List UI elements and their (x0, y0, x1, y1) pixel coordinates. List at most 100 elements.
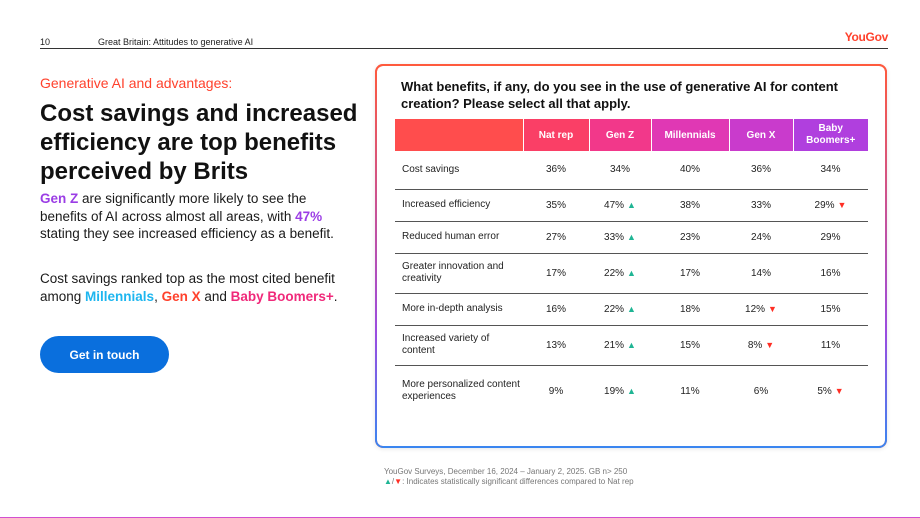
row-label: More in-depth analysis (395, 293, 523, 326)
table-cell: 21% ▲ (589, 325, 651, 366)
table-cell: 29% (793, 221, 868, 254)
table-cell: 35% (523, 189, 589, 222)
cell-value: 38% (679, 199, 700, 211)
table-row: Increased efficiency 35% 47% ▲ 38% 33% 29% ▼ (395, 189, 868, 222)
cell-value: 36% (750, 164, 771, 176)
table-row: Increased variety of content 13% 21% ▲ 15% 8%… (395, 325, 868, 366)
table-cell: 18% (651, 293, 729, 326)
column-header: Gen X (729, 119, 794, 151)
sig-up-icon: ▲ (627, 339, 636, 350)
cell-value: 15% (820, 303, 841, 315)
table-cell: 5% ▼ (793, 365, 868, 417)
cell-value: 47% (604, 199, 625, 211)
table-cell: 16% (793, 253, 868, 294)
paragraph-text: Cost savings ranked top as the most cite… (40, 271, 335, 304)
table-row: Cost savings 36% 34% 40% 36% 34% (395, 151, 868, 190)
page-title: Cost savings and increased efficiency ar… (40, 100, 358, 185)
legend-separator: / (391, 477, 395, 486)
table-cell: 17% (523, 253, 589, 294)
cell-value: 21% (604, 339, 625, 351)
table-cell: 34% (793, 151, 868, 190)
cell-value: 11% (820, 339, 841, 351)
table-cell: 47% ▲ (589, 189, 651, 222)
cell-value: 34% (609, 164, 630, 176)
paragraph-cost-savings: Cost savings ranked top as the most cite… (40, 270, 340, 305)
legend-text: : Indicates statistically significant di… (402, 477, 634, 486)
sig-down-icon: ▼ (394, 477, 403, 486)
column-header: Gen Z (589, 119, 652, 151)
table-cell: 19% ▲ (589, 365, 651, 417)
column-header: Nat rep (523, 119, 590, 151)
table-cell: 33% ▲ (589, 221, 651, 254)
cell-value: 40% (679, 164, 700, 176)
source-line: YouGov Surveys, December 16, 2024 – Janu… (384, 467, 628, 476)
table-header-row: Nat rep Gen Z Millennials Gen X Baby Boo… (395, 119, 868, 151)
cell-value: 23% (679, 231, 700, 243)
table-cell: 22% ▲ (589, 293, 651, 326)
page-header: 10 Great Britain: Attitudes to generativ… (40, 0, 888, 49)
cell-value: 18% (679, 303, 700, 315)
sig-up-icon: ▲ (627, 231, 636, 242)
cell-value: 17% (545, 267, 566, 279)
paragraph-text: . (333, 288, 338, 304)
cell-value: 14% (750, 267, 771, 279)
cell-value: 9% (548, 385, 564, 397)
cell-value: 29% (814, 199, 835, 211)
yougov-logo: YouGov (844, 30, 889, 44)
get-in-touch-button[interactable]: Get in touch (40, 336, 169, 373)
row-label: Increased efficiency (395, 189, 523, 222)
cell-value: 19% (604, 385, 625, 397)
table-row: Reduced human error 27% 33% ▲ 23% 24% 29% (395, 221, 868, 254)
paragraph-text: and (200, 288, 231, 304)
table-cell: 11% (793, 325, 868, 366)
paragraph-text: , (154, 288, 162, 304)
table-row: More personalized content experiences 9% 1… (395, 365, 868, 417)
table-cell: 11% (651, 365, 729, 417)
cell-value: 16% (545, 303, 566, 315)
sig-down-icon: ▼ (768, 303, 777, 314)
table-cell: 13% (523, 325, 589, 366)
efficiency-percent-highlight: 47% (295, 208, 323, 224)
table-cell: 22% ▲ (589, 253, 651, 294)
table-cell: 14% (729, 253, 793, 294)
sig-up-icon: ▲ (627, 267, 636, 278)
sig-up-icon: ▲ (627, 199, 636, 210)
table-cell: 40% (651, 151, 729, 190)
sig-up-icon: ▲ (384, 477, 392, 486)
page-number: 10 (40, 37, 51, 47)
table-cell: 15% (793, 293, 868, 326)
significance-legend: ▲/▼: Indicates statistically significant… (384, 477, 634, 487)
boomers-highlight: Baby Boomers+ (230, 288, 334, 304)
cell-value: 13% (545, 339, 566, 351)
cell-value: 22% (604, 267, 625, 279)
cell-value: 16% (820, 267, 841, 279)
table-cell: 38% (651, 189, 729, 222)
cell-value: 6% (753, 385, 769, 397)
cell-value: 5% (817, 385, 832, 397)
table-cell: 33% (729, 189, 793, 222)
table-row: Greater innovation and creativity 17% 22% ▲… (395, 253, 868, 294)
paragraph-text: stating they see increased efficiency as… (40, 226, 334, 241)
row-label: Increased variety of content (395, 325, 523, 366)
sig-down-icon: ▼ (837, 199, 847, 210)
sig-up-icon: ▲ (627, 303, 636, 314)
section-kicker: Generative AI and advantages: (40, 75, 233, 91)
gen-z-highlight: Gen Z (40, 191, 79, 206)
cell-value: 29% (820, 231, 841, 243)
table-cell: 12% ▼ (729, 293, 793, 326)
cell-value: 35% (545, 199, 566, 211)
cell-value: 22% (604, 303, 625, 315)
row-label: Cost savings (395, 151, 523, 190)
table-cell: 23% (651, 221, 729, 254)
paragraph-gen-z: Gen Z are significantly more likely to s… (40, 190, 340, 243)
cell-value: 12% (745, 303, 766, 315)
sig-down-icon: ▼ (765, 339, 775, 350)
row-label: Reduced human error (395, 221, 523, 254)
column-header: Millennials (651, 119, 730, 151)
survey-question: What benefits, if any, do you see in the… (401, 79, 839, 111)
cell-value: 27% (545, 231, 566, 243)
table-corner-cell (395, 119, 524, 151)
cell-value: 17% (679, 267, 700, 279)
table-cell: 27% (523, 221, 589, 254)
cell-value: 33% (604, 231, 625, 243)
